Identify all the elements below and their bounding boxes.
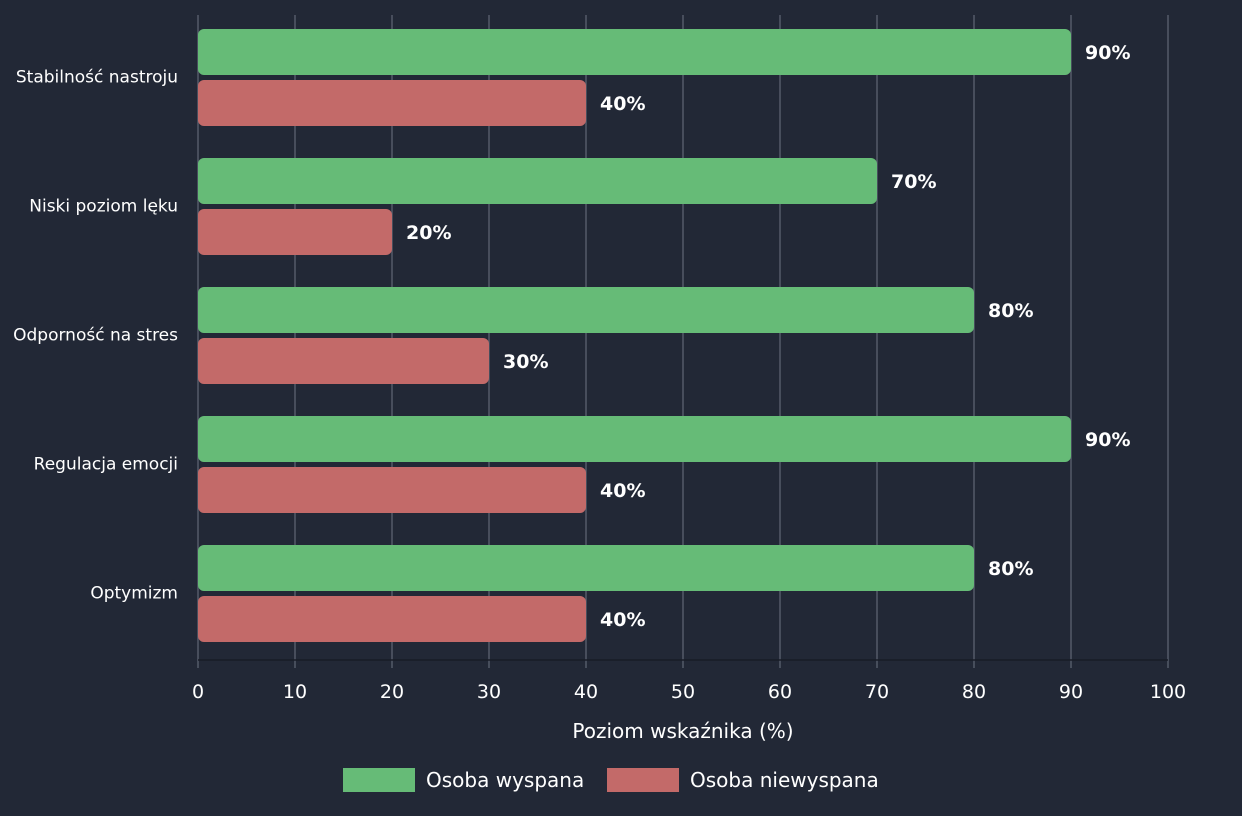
x-tick-label: 10 (283, 681, 307, 703)
bar-sleep-deprived (198, 596, 586, 642)
bar-rested (198, 545, 974, 591)
bar-rested (198, 287, 974, 333)
legend-swatch-sleep-deprived (607, 768, 679, 792)
value-label: 80% (988, 300, 1033, 322)
category-label: Stabilność nastroju (16, 68, 178, 88)
bar-rested (198, 29, 1071, 75)
category-label: Niski poziom lęku (29, 197, 178, 217)
value-label: 30% (503, 351, 548, 373)
bar-sleep-deprived (198, 209, 392, 255)
x-tick-label: 70 (865, 681, 889, 703)
bar-rested (198, 416, 1071, 462)
category-label: Regulacja emocji (34, 455, 178, 475)
x-tick-label: 20 (380, 681, 404, 703)
value-label: 90% (1085, 429, 1130, 451)
x-tick-label: 60 (768, 681, 792, 703)
bar-sleep-deprived (198, 467, 586, 513)
bar-sleep-deprived (198, 338, 489, 384)
x-tick-label: 90 (1059, 681, 1083, 703)
category-label: Optymizm (90, 584, 178, 604)
value-label: 20% (406, 222, 451, 244)
x-tick-label: 0 (192, 681, 204, 703)
bar-rested (198, 158, 877, 204)
x-tick-label: 100 (1150, 681, 1186, 703)
x-tick-label: 40 (574, 681, 598, 703)
value-label: 40% (600, 93, 645, 115)
x-tick-label: 50 (671, 681, 695, 703)
value-label: 40% (600, 480, 645, 502)
category-label: Odporność na stres (13, 326, 178, 346)
value-label: 40% (600, 609, 645, 631)
bar-sleep-deprived (198, 80, 586, 126)
labels: 90% 40% Stabilność nastroju 70% 20% Niski poz… (13, 42, 1130, 631)
legend-swatch-rested (343, 768, 415, 792)
legend: Osoba wyspana Osoba niewyspana (343, 768, 879, 792)
x-axis-title: Poziom wskaźnika (%) (572, 719, 793, 743)
legend-label: Osoba wyspana (426, 768, 584, 792)
value-label: 90% (1085, 42, 1130, 64)
legend-label: Osoba niewyspana (690, 768, 879, 792)
bars (198, 29, 1071, 642)
value-label: 80% (988, 558, 1033, 580)
x-tick-label: 30 (477, 681, 501, 703)
x-tick-label: 80 (962, 681, 986, 703)
value-label: 70% (891, 171, 936, 193)
x-axis: 0 10 20 30 40 50 60 70 80 90 100 (192, 659, 1186, 703)
